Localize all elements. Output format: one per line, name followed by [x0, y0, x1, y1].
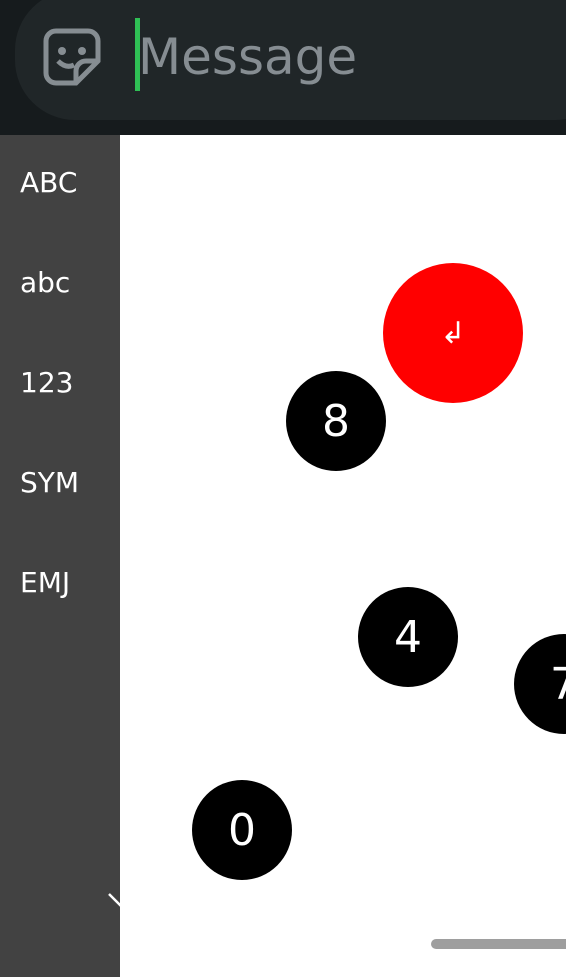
- collapse-chevron[interactable]: [106, 888, 136, 912]
- digit-key[interactable]: 4: [358, 587, 458, 687]
- mode-sidebar: ABC abc 123 SYM EMJ: [0, 135, 120, 977]
- sticker-icon[interactable]: [42, 27, 102, 87]
- mode-tab[interactable]: EMJ: [20, 566, 71, 599]
- digit-key[interactable]: 0: [192, 780, 292, 880]
- message-field[interactable]: [15, 0, 566, 120]
- message-placeholder[interactable]: Message: [138, 28, 358, 86]
- enter-key[interactable]: ↲: [383, 263, 523, 403]
- digit-key[interactable]: 8: [286, 371, 386, 471]
- text-cursor: [135, 18, 140, 91]
- scroll-handle: [431, 939, 566, 949]
- digit-key[interactable]: 7: [514, 634, 566, 734]
- mode-tab[interactable]: SYM: [20, 466, 80, 499]
- mode-tab[interactable]: 123: [20, 366, 74, 399]
- mode-tab[interactable]: ABC: [20, 166, 78, 199]
- message-bar: Message: [0, 0, 566, 135]
- mode-tab[interactable]: abc: [20, 266, 71, 299]
